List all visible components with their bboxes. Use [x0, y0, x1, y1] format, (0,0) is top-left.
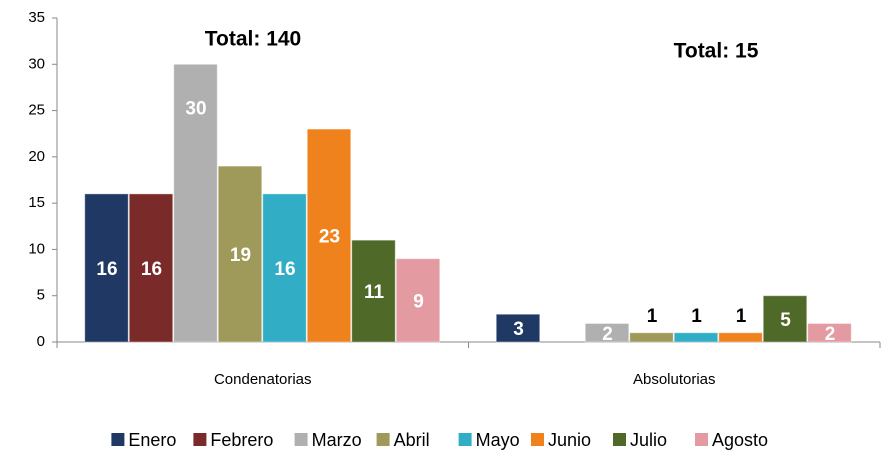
- legend-swatch: [458, 433, 472, 446]
- data-label: 30: [185, 98, 206, 119]
- y-tick-label: 25: [28, 102, 45, 119]
- bar: [495, 313, 541, 343]
- data-label: 11: [364, 282, 385, 303]
- y-tick-label: 15: [28, 194, 45, 211]
- bar: [217, 165, 263, 343]
- data-label: 9: [413, 291, 424, 312]
- data-label: 1: [736, 306, 747, 327]
- data-label: 16: [96, 259, 117, 280]
- legend-label: Junio: [548, 430, 591, 450]
- data-label: 2: [602, 324, 613, 345]
- bar: [807, 322, 852, 343]
- legend-swatch: [531, 433, 544, 446]
- y-tick-label: 5: [37, 287, 45, 304]
- data-label: 23: [319, 227, 340, 248]
- bar: [128, 193, 174, 343]
- y-tick-label: 10: [28, 240, 45, 257]
- legend-label: Febrero: [210, 430, 273, 450]
- data-label: 3: [513, 319, 524, 340]
- x-tick-label: Absolutorias: [633, 371, 716, 388]
- bar: [673, 332, 719, 343]
- data-label: 16: [274, 259, 295, 280]
- data-label: 1: [647, 306, 658, 327]
- legend-label: Enero: [128, 430, 176, 450]
- data-label: 2: [825, 324, 836, 345]
- bar: [718, 332, 763, 343]
- legend-label: Julio: [630, 430, 667, 450]
- legend-swatch: [193, 433, 207, 446]
- y-tick-label: 20: [28, 148, 45, 165]
- bar: [262, 193, 307, 343]
- legend-swatch: [613, 433, 626, 446]
- annotation: Total: 140: [205, 28, 301, 51]
- legend-label: Agosto: [712, 430, 768, 450]
- y-tick-label: 30: [28, 55, 45, 72]
- y-tick-label: 0: [37, 333, 45, 350]
- data-label: 5: [780, 310, 791, 331]
- bar: [173, 63, 218, 343]
- x-tick-label: Condenatorias: [214, 371, 312, 388]
- bar: [762, 295, 808, 343]
- legend-swatch: [695, 433, 708, 446]
- data-label: 1: [691, 306, 702, 327]
- legend-label: Abril: [394, 430, 430, 450]
- data-label: 16: [141, 259, 162, 280]
- bar: [84, 193, 129, 343]
- legend-swatch: [376, 433, 390, 446]
- bar: [306, 128, 352, 343]
- bar: [395, 258, 441, 343]
- legend-label: Marzo: [312, 430, 362, 450]
- legend-swatch: [294, 433, 308, 446]
- bar: [351, 239, 396, 343]
- bar: [629, 332, 674, 343]
- data-label: 19: [230, 245, 251, 266]
- legend-swatch: [111, 433, 125, 446]
- legend-label: Mayo: [476, 430, 520, 450]
- annotation: Total: 15: [674, 40, 759, 63]
- bar: [584, 322, 630, 343]
- y-tick-label: 35: [28, 9, 45, 26]
